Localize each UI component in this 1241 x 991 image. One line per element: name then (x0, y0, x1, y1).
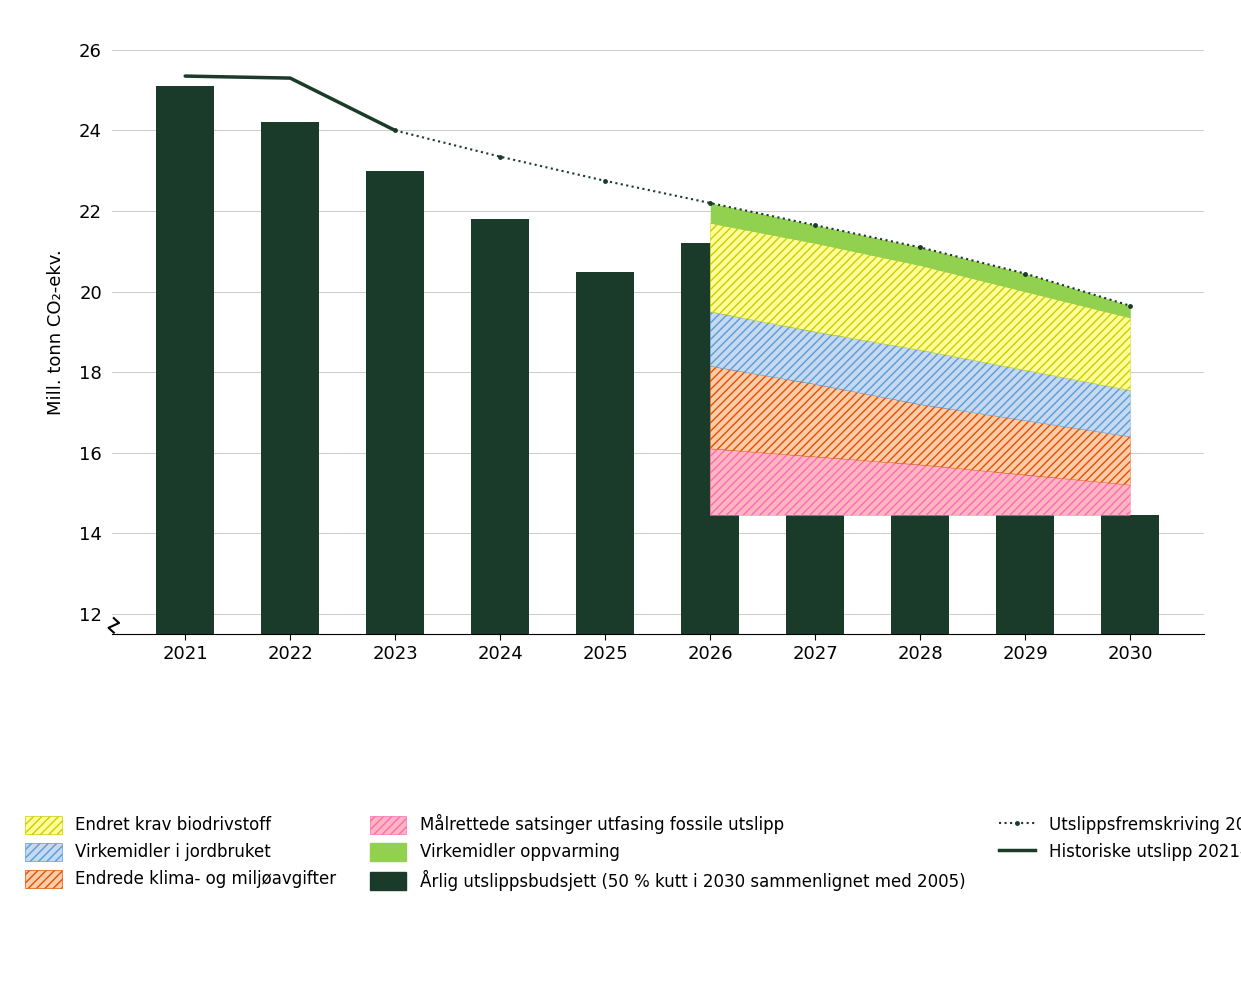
Bar (891, 381, 949, 991)
Bar (472, 219, 529, 991)
Bar (262, 123, 319, 991)
Bar (787, 312, 844, 991)
Bar (681, 244, 740, 991)
Bar (366, 170, 424, 991)
Bar (997, 449, 1054, 991)
Bar (1102, 515, 1159, 991)
Y-axis label: Mill. tonn CO₂-ekv.: Mill. tonn CO₂-ekv. (47, 249, 65, 415)
Legend: Endret krav biodrivstoff, Virkemidler i jordbruket, Endrede klima- og miljøavgif: Endret krav biodrivstoff, Virkemidler i … (17, 806, 1241, 899)
Bar (576, 272, 634, 991)
Bar (156, 86, 215, 991)
